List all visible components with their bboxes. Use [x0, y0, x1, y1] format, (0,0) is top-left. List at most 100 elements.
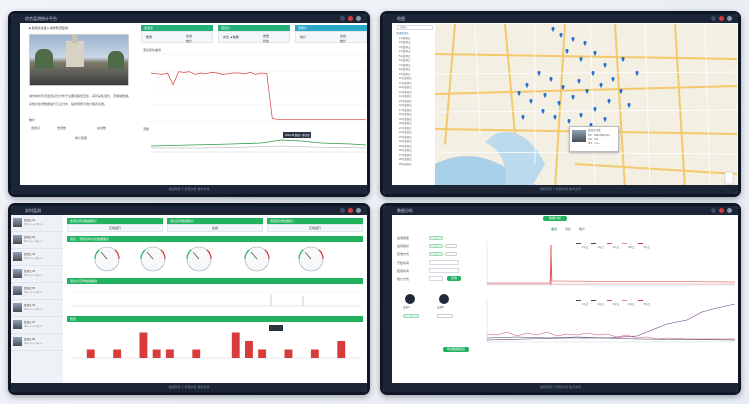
alert-icon[interactable]: [719, 16, 724, 21]
metric-pill-1[interactable]: ✓: [429, 244, 443, 248]
type-pill-1[interactable]: ✓: [429, 236, 443, 240]
map-marker-icon[interactable]: [585, 89, 589, 94]
alarm-bar[interactable]: [165, 349, 174, 359]
tree-item[interactable]: 27号监测点: [399, 153, 412, 157]
map-marker-icon[interactable]: [561, 85, 565, 90]
map-marker-icon[interactable]: [571, 95, 575, 100]
map-marker-icon[interactable]: [611, 77, 615, 82]
alarm-bar[interactable]: [152, 349, 161, 359]
alarm-bar[interactable]: [258, 349, 267, 359]
tree-item[interactable]: 21号监测点: [399, 126, 412, 130]
site-list-item[interactable]: 监测点 08 液位 0.10 m 流量 2.4: [11, 334, 63, 351]
mode-pill-1[interactable]: ✓: [429, 252, 443, 256]
minimize-icon[interactable]: [340, 208, 345, 213]
metric-card-3-body[interactable]: 统计 在线 统计: [295, 31, 367, 43]
map-marker-icon[interactable]: [543, 93, 547, 98]
map-marker-icon[interactable]: [603, 117, 607, 122]
map-marker-icon[interactable]: [607, 99, 611, 104]
device-b-icon[interactable]: [439, 294, 449, 304]
tree-item[interactable]: 1号监测点: [399, 36, 411, 40]
map-marker-icon[interactable]: [571, 37, 575, 42]
alarm-bar[interactable]: [139, 332, 148, 359]
legend-label[interactable]: 4号点: [628, 246, 635, 249]
map-marker-icon[interactable]: [635, 71, 639, 76]
legend-label[interactable]: 1号点: [582, 246, 589, 249]
map-marker-icon[interactable]: [603, 63, 607, 68]
tree-item[interactable]: 17号监测点: [399, 108, 412, 112]
legend-label[interactable]: 3号点: [612, 303, 620, 306]
tree-item[interactable]: 9号监测点: [399, 72, 411, 76]
map-marker-icon[interactable]: [537, 71, 541, 76]
map-marker-icon[interactable]: [599, 83, 603, 88]
alarm-bar[interactable]: [245, 341, 253, 358]
alarm-bar[interactable]: [310, 349, 319, 359]
tree-item[interactable]: 2号监测点: [399, 41, 411, 44]
tab-compare[interactable]: 对比: [565, 227, 572, 231]
map-marker-icon[interactable]: [549, 77, 553, 82]
user-icon[interactable]: [356, 208, 361, 213]
tree-item[interactable]: 23号监测点: [399, 135, 412, 139]
map-marker-icon[interactable]: [559, 33, 563, 38]
tree-item[interactable]: 28号监测点: [399, 158, 412, 161]
map-marker-icon[interactable]: [529, 99, 533, 104]
metric-pill-2[interactable]: [445, 244, 457, 248]
map-marker-icon[interactable]: [593, 107, 597, 112]
start-date-input[interactable]: [429, 260, 459, 265]
site-list-item[interactable]: 监测点 05 液位 0.11 m 流量 2.9: [11, 283, 63, 300]
tree-item[interactable]: 7号监测点: [399, 63, 411, 67]
map-marker-icon[interactable]: [619, 89, 623, 94]
map-marker-icon[interactable]: [565, 49, 569, 54]
end-date-input[interactable]: [429, 268, 459, 273]
metric-card-1-body[interactable]: 数量 在线 统计: [141, 31, 213, 43]
minimize-icon[interactable]: [340, 16, 345, 21]
legend-label[interactable]: 4号点: [628, 303, 635, 306]
map-marker-icon[interactable]: [557, 101, 561, 106]
export-report-button[interactable]: 导出数据报表: [443, 347, 469, 352]
site-list-item[interactable]: 监测点 06 液位 0.07 m 流量 1.2: [11, 300, 63, 317]
legend-label[interactable]: 5号点: [643, 303, 650, 306]
tree-item[interactable]: 16号监测点: [399, 104, 412, 107]
query-button[interactable]: 查询: [447, 276, 461, 281]
user-icon[interactable]: [356, 16, 361, 21]
tree-item[interactable]: 3号监测点: [399, 45, 411, 49]
site-list-item[interactable]: 监测点 07 液位 0.13 m 流量 3.6: [11, 317, 63, 334]
site-list-item[interactable]: 监测点 04 液位 0.09 m 流量 1.7: [11, 266, 63, 283]
tree-item[interactable]: 25号监测点: [399, 144, 412, 148]
tree-item[interactable]: 8号监测点: [399, 68, 411, 71]
device-a-icon[interactable]: [405, 294, 415, 304]
tree-search-input[interactable]: 请输入: [397, 25, 433, 30]
tree-item[interactable]: 29号监测点: [399, 162, 412, 166]
alarm-bar[interactable]: [192, 349, 201, 359]
tab-stats[interactable]: 统计: [579, 227, 586, 231]
site-list-item[interactable]: 监测点 02 液位 0.08 m 流量 2.1: [11, 232, 63, 249]
mode-pill-2[interactable]: [445, 252, 457, 256]
tree-item[interactable]: 15号监测点: [399, 99, 412, 103]
map-marker-icon[interactable]: [525, 83, 529, 88]
site-list-item[interactable]: 监测点 03 液位 0.15 m 流量 4.0: [11, 249, 63, 266]
alarm-bar[interactable]: [284, 349, 293, 359]
map-marker-icon[interactable]: [577, 79, 581, 84]
tree-item[interactable]: 4号监测点: [399, 50, 411, 53]
tree-item[interactable]: 26号监测点: [399, 149, 412, 152]
tree-item[interactable]: 19号监测点: [399, 117, 412, 121]
user-icon[interactable]: [727, 208, 732, 213]
city-map[interactable]: [434, 23, 738, 191]
tree-item[interactable]: 20号监测点: [399, 122, 412, 125]
map-marker-icon[interactable]: [591, 71, 595, 76]
tree-item[interactable]: 全部监测点: [396, 32, 409, 35]
legend-label[interactable]: 3号点: [612, 246, 620, 249]
legend-label[interactable]: 1号点: [582, 303, 589, 306]
map-popup[interactable]: 监测点详情 地址：某路与某街交叉口 状态：在线 液位：0.32m: [569, 126, 619, 152]
map-marker-icon[interactable]: [551, 27, 555, 32]
stat-mode-input[interactable]: [429, 276, 443, 281]
tree-item[interactable]: 11号监测点: [399, 81, 412, 85]
tree-item[interactable]: 13号监测点: [399, 90, 412, 94]
alarm-bar[interactable]: [86, 349, 95, 359]
tree-item[interactable]: 5号监测点: [399, 54, 411, 58]
tree-item[interactable]: 14号监测点: [399, 95, 412, 98]
map-marker-icon[interactable]: [627, 103, 631, 108]
site-list-item[interactable]: 监测点 01 液位 0.12 m 流量 3.2: [11, 215, 63, 232]
map-marker-icon[interactable]: [567, 119, 571, 124]
map-marker-icon[interactable]: [579, 113, 583, 118]
legend-label[interactable]: 5号点: [643, 246, 650, 249]
